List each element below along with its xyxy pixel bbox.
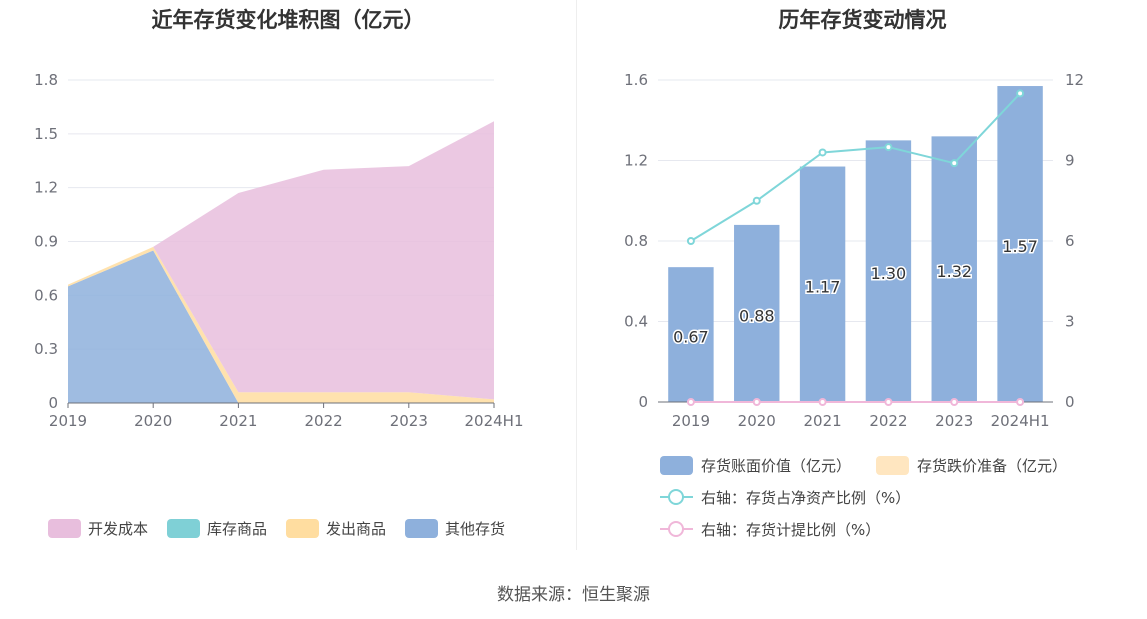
legend-marker-reserve-ratio [668,521,684,537]
y-left-tick-label: 1.2 [624,152,648,170]
point-net-asset-ratio [686,237,695,245]
left-chart-title: 近年存货变化堆积图（亿元） [151,8,425,32]
point-reserve-ratio [752,398,761,406]
y-tick-label: 0.9 [34,233,58,251]
legend-label-开发成本: 开发成本 [88,520,148,538]
bar-value-label: 1.57 [1002,237,1038,256]
legend-swatch-book-value [660,456,693,475]
bar-value-label: 1.17 [805,277,841,296]
legend-swatch-库存商品 [167,519,200,538]
x-tick-label: 2019 [672,412,710,430]
bar-value-label: 1.30 [871,264,907,283]
x-tick-label: 2021 [803,412,841,430]
point-reserve-ratio [950,398,959,406]
y-right-tick-label: 0 [1065,393,1075,411]
y-left-tick-label: 1.6 [624,71,648,89]
inventory-bar-line-chart: 0 0.4 0.8 1.2 1.6 0 3 6 9 12 0.67 0.88 1.17 1.30 1.32 1… [624,71,1084,539]
y-right-tick-label: 6 [1065,232,1075,250]
legend-label-库存商品: 库存商品 [207,520,267,538]
point-net-asset-ratio [884,143,893,152]
x-tick-label: 2019 [49,412,87,430]
y-right-tick-label: 3 [1065,313,1075,331]
x-tick-label: 2022 [305,412,343,430]
legend-label-其他存货: 其他存货 [445,520,505,538]
legend-label-发出商品: 发出商品 [326,520,386,538]
y-left-tick-label: 0 [638,393,648,411]
y-tick-label: 1.8 [34,71,58,89]
stacked-area-chart: 0 0.3 0.6 0.9 1.2 1.5 1.8 2019 2020 2021 2022 2023 2… [34,71,524,538]
y-left-tick-label: 0.8 [624,232,648,250]
right-chart-title: 历年存货变动情况 [778,8,947,32]
bar-2019 [668,267,714,402]
y-tick-label: 1.2 [34,179,58,197]
point-net-asset-ratio [752,196,761,205]
x-tick-label: 2020 [134,412,172,430]
point-net-asset-ratio [1016,89,1025,98]
x-tick-label: 2024H1 [465,412,524,430]
y-tick-label: 0 [48,394,58,412]
point-reserve-ratio [818,398,827,406]
x-tick-label: 2020 [738,412,776,430]
y-tick-label: 0.6 [34,286,58,304]
legend-swatch-其他存货 [405,519,438,538]
point-net-asset-ratio [950,159,959,168]
y-right-tick-label: 9 [1065,152,1075,170]
y-tick-label: 0.3 [34,340,58,358]
bar-value-label: 0.88 [739,306,775,325]
x-tick-label: 2023 [935,412,973,430]
area-发出商品 [68,246,494,403]
bar-2023 [931,136,977,402]
bar-2024H1 [997,86,1043,402]
y-right-tick-label: 12 [1065,71,1084,89]
bar-2021 [799,166,846,402]
data-source: 数据来源：恒生聚源 [497,585,650,605]
legend-label-book-value: 存货账面价值（亿元） [701,457,851,475]
legend-swatch-发出商品 [286,519,319,538]
point-net-asset-ratio [818,148,827,157]
legend-label-net-asset-ratio: 右轴：存货占净资产比例（%） [701,489,910,507]
panel-divider [576,0,577,550]
legend-swatch-开发成本 [48,519,81,538]
line-net-asset-ratio [690,92,1021,242]
point-reserve-ratio [884,398,893,406]
bar-value-label: 0.67 [673,328,709,347]
legend-label-reserve: 存货跌价准备（亿元） [917,457,1067,475]
x-tick-label: 2022 [869,412,907,430]
area-开发成本 [68,121,494,400]
point-reserve-ratio [686,398,695,406]
bar-2020 [734,224,780,402]
legend-swatch-reserve [876,456,909,475]
point-reserve-ratio [1016,398,1025,406]
y-tick-label: 1.5 [34,125,58,143]
bar-value-label: 1.32 [936,262,972,281]
y-left-tick-label: 0.4 [624,313,648,331]
area-其他存货 [68,250,494,403]
x-tick-label: 2024H1 [991,412,1050,430]
bar-2022 [865,140,912,402]
legend-label-reserve-ratio: 右轴：存货计提比例（%） [701,521,880,539]
x-tick-label: 2021 [219,412,257,430]
x-tick-label: 2023 [390,412,428,430]
legend-marker-net-asset-ratio [668,489,684,505]
